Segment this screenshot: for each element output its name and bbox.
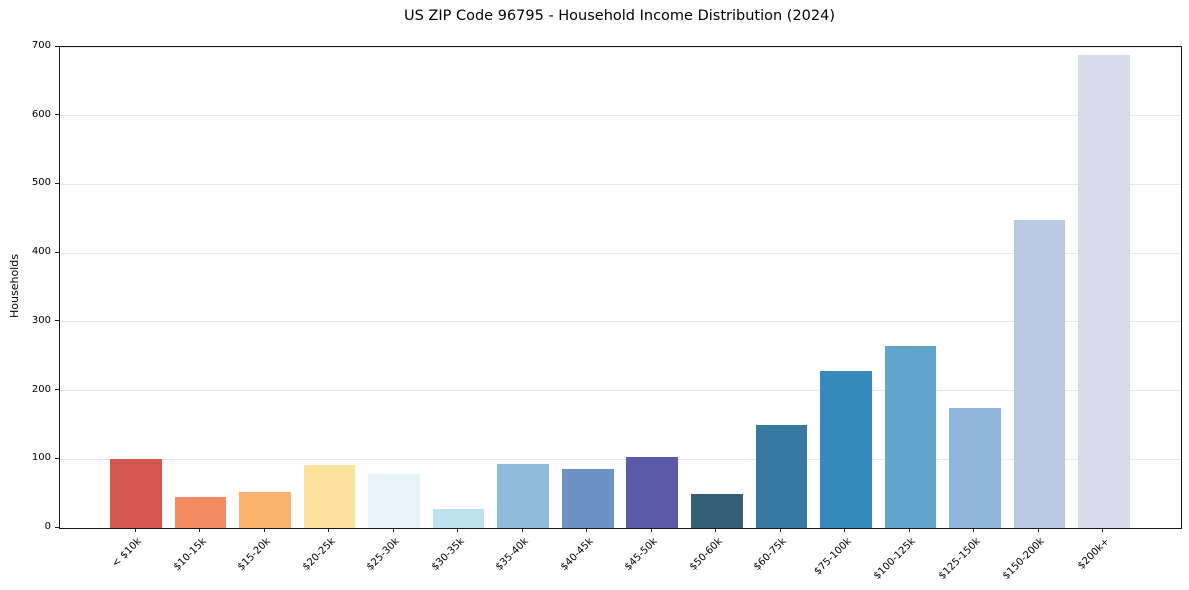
bar — [432, 509, 485, 528]
y-axis-label: Households — [8, 254, 21, 318]
x-tick-mark — [199, 528, 201, 532]
x-tick-mark — [779, 528, 781, 532]
x-tick-mark — [844, 528, 846, 532]
y-tick-label: 200 — [31, 383, 51, 395]
chart-title: US ZIP Code 96795 - Household Income Dis… — [403, 8, 836, 24]
plot-area — [59, 46, 1182, 529]
y-tick-mark — [55, 251, 59, 253]
gridline — [60, 390, 1181, 392]
bar — [755, 424, 808, 528]
x-tick-mark — [1102, 528, 1104, 532]
y-tick-mark — [55, 45, 59, 47]
x-tick-mark — [650, 528, 652, 532]
x-tick-mark — [908, 528, 910, 532]
x-tick-mark — [973, 528, 975, 532]
gridline — [60, 115, 1181, 117]
gridline — [60, 252, 1181, 254]
bar — [1078, 55, 1130, 528]
bar — [884, 345, 937, 528]
gridline — [60, 183, 1181, 185]
x-tick-mark — [586, 528, 588, 532]
bar — [626, 456, 679, 528]
y-tick-mark — [55, 457, 59, 459]
y-tick-mark — [55, 320, 59, 322]
y-tick-mark — [55, 182, 59, 184]
y-tick-label: 700 — [31, 40, 51, 51]
y-tick-mark — [55, 114, 59, 116]
y-tick-mark — [55, 389, 59, 391]
x-tick-mark — [715, 528, 717, 532]
x-tick-mark — [328, 528, 330, 532]
bar — [949, 407, 1001, 528]
bar — [368, 473, 420, 528]
y-tick-label: 400 — [31, 246, 51, 258]
y-tick-label: 500 — [31, 177, 51, 189]
bar — [690, 494, 743, 528]
x-tick-label: < $10k — [110, 536, 144, 570]
x-tick-mark — [134, 528, 136, 532]
bar — [174, 497, 227, 528]
y-tick-label: 300 — [31, 314, 51, 326]
x-tick-mark — [1037, 528, 1039, 532]
x-tick-mark — [521, 528, 523, 532]
gridline — [60, 46, 1181, 48]
x-tick-mark — [392, 528, 394, 532]
bar — [497, 464, 549, 528]
y-tick-mark — [55, 526, 59, 528]
x-tick-mark — [457, 528, 459, 532]
bar — [239, 492, 291, 528]
y-tick-label: 600 — [31, 108, 51, 120]
x-tick-mark — [263, 528, 265, 532]
bar — [820, 371, 872, 528]
gridline — [60, 321, 1181, 323]
bar — [303, 464, 356, 528]
bar — [1013, 220, 1066, 528]
bar — [110, 458, 162, 528]
y-tick-label: 100 — [31, 452, 51, 464]
y-tick-label: 0 — [44, 521, 51, 532]
gridline — [60, 458, 1181, 460]
bar — [561, 468, 614, 528]
